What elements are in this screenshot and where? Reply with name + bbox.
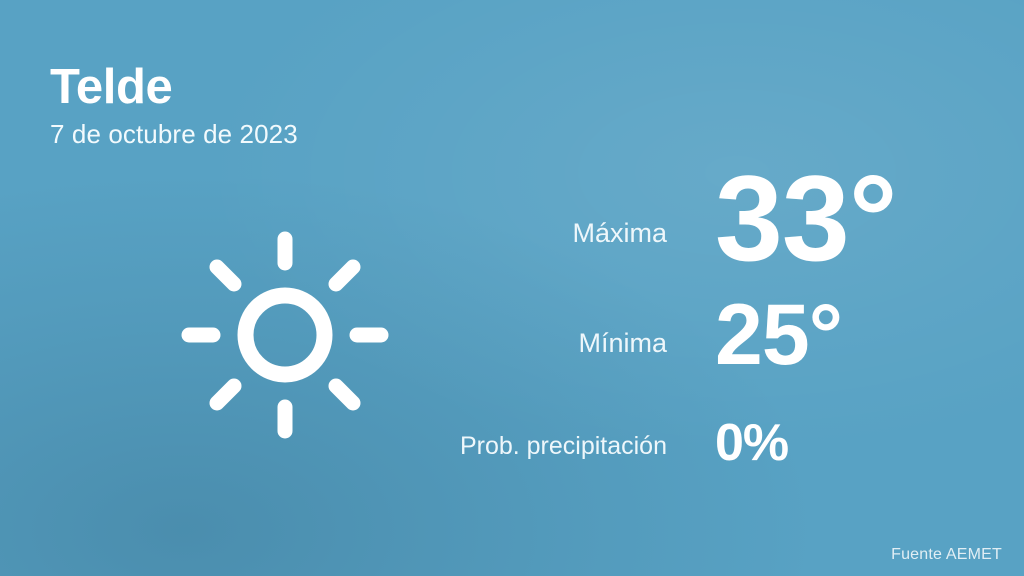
location-header: Telde 7 de octubre de 2023 — [50, 60, 298, 150]
maxima-value: 33° — [715, 150, 897, 286]
sun-rays — [181, 231, 389, 439]
sun-core-circle — [237, 287, 333, 383]
minima-value: 25° — [715, 287, 843, 383]
city-name: Telde — [50, 60, 173, 114]
reading-row-minima: Mínima 25° — [360, 287, 960, 420]
precipitacion-value: 0% — [715, 414, 789, 472]
maxima-label: Máxima — [572, 218, 667, 248]
readings-list: Máxima 33° Mínima 25° Prob. precipitació… — [360, 150, 960, 480]
data-source-attribution: Fuente AEMET — [891, 546, 1002, 563]
minima-label: Mínima — [578, 328, 667, 358]
reading-row-maxima: Máxima 33° — [360, 150, 960, 298]
forecast-date: 7 de octubre de 2023 — [50, 119, 298, 150]
sun-icon — [175, 225, 395, 445]
precipitacion-label: Prob. precipitación — [459, 432, 667, 460]
reading-row-precipitacion: Prob. precipitación 0% — [360, 414, 960, 480]
